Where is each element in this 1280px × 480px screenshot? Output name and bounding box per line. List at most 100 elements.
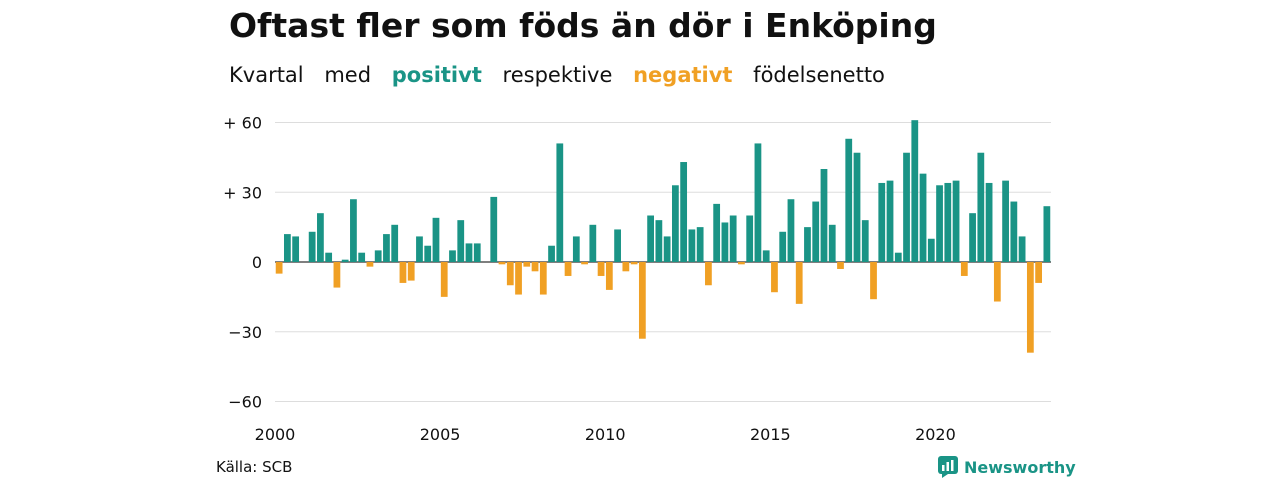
bar (911, 120, 919, 262)
bar (556, 143, 564, 262)
bar (506, 262, 514, 286)
bar (787, 199, 795, 262)
bar (837, 262, 844, 269)
bar (688, 229, 696, 262)
bar (927, 238, 935, 262)
bar (779, 231, 787, 262)
subtitle-word-med: med (324, 63, 372, 87)
x-tick-label: 2005 (420, 425, 461, 444)
bar (407, 262, 415, 281)
bar (762, 250, 770, 262)
bar (383, 234, 390, 262)
bar (812, 201, 820, 262)
bar (638, 262, 646, 339)
bar (325, 252, 333, 262)
bar (564, 262, 572, 276)
bar (771, 262, 778, 293)
y-tick-label: −60 (228, 393, 262, 412)
bar (795, 262, 803, 304)
bar (878, 182, 886, 262)
bar (969, 213, 976, 262)
y-tick-label: + 30 (223, 183, 262, 202)
bar (440, 262, 448, 297)
y-tick-label: −30 (228, 323, 262, 342)
newsworthy-icon (938, 456, 958, 478)
bar (308, 231, 316, 262)
bar (671, 185, 679, 262)
bar (977, 152, 985, 262)
bar (589, 224, 597, 262)
bar (804, 227, 811, 262)
bar (663, 236, 671, 262)
bar (680, 162, 688, 262)
subtitle-word-fodelsenetto: födelsenetto (753, 63, 885, 87)
bar (572, 236, 580, 262)
bar (391, 224, 399, 262)
bar (498, 262, 506, 265)
bar (1043, 206, 1051, 262)
bar (985, 182, 993, 262)
bar (729, 215, 737, 262)
bar (696, 227, 704, 262)
bar (919, 173, 927, 262)
bar (614, 229, 621, 262)
bar (853, 152, 861, 262)
bar (283, 234, 291, 262)
bar (366, 262, 374, 267)
bar (449, 250, 456, 262)
bar (333, 262, 341, 288)
subtitle-positive-label: positivt (391, 63, 482, 87)
bar (960, 262, 968, 276)
bar (903, 152, 910, 262)
x-tick-label: 2000 (255, 425, 296, 444)
bar (275, 262, 283, 274)
brand-name: Newsworthy (964, 457, 1076, 477)
subtitle-word-respektive: respektive (502, 63, 613, 87)
bar (870, 262, 877, 300)
bar (630, 262, 638, 265)
bar (581, 262, 588, 265)
source-note: Källa: SCB (216, 458, 293, 476)
bar (721, 222, 729, 262)
bar (713, 203, 721, 262)
chart-subtitle: Kvartal med positivt respektive negativt… (229, 63, 899, 87)
bar (374, 250, 382, 262)
bar (424, 245, 432, 262)
bar (605, 262, 613, 290)
x-tick-label: 2020 (915, 425, 956, 444)
bar (292, 236, 300, 262)
bar (548, 245, 555, 262)
bar (1026, 262, 1034, 353)
bar (531, 262, 539, 272)
subtitle-negative-label: negativt (633, 63, 733, 87)
bar (597, 262, 605, 276)
bar (894, 252, 902, 262)
bar (993, 262, 1001, 302)
bar (515, 262, 522, 295)
bar (746, 215, 754, 262)
bar (622, 262, 630, 272)
bar (539, 262, 547, 295)
bar (861, 220, 869, 262)
bar (647, 215, 655, 262)
y-tick-label: 0 (252, 253, 262, 272)
bar (828, 224, 836, 262)
bar (1010, 201, 1018, 262)
x-tick-label: 2015 (750, 425, 791, 444)
bar (944, 182, 952, 262)
bar (1002, 180, 1009, 262)
bar (886, 180, 894, 262)
bar (432, 217, 440, 262)
bar (820, 169, 828, 262)
bar (341, 259, 349, 262)
x-tick-label: 2010 (585, 425, 626, 444)
bar (845, 138, 853, 262)
bar (473, 243, 481, 262)
bar (1018, 236, 1026, 262)
bar (350, 199, 357, 262)
bar (705, 262, 712, 286)
bar (457, 220, 465, 262)
bar (738, 262, 745, 265)
y-tick-label: + 60 (223, 114, 262, 133)
